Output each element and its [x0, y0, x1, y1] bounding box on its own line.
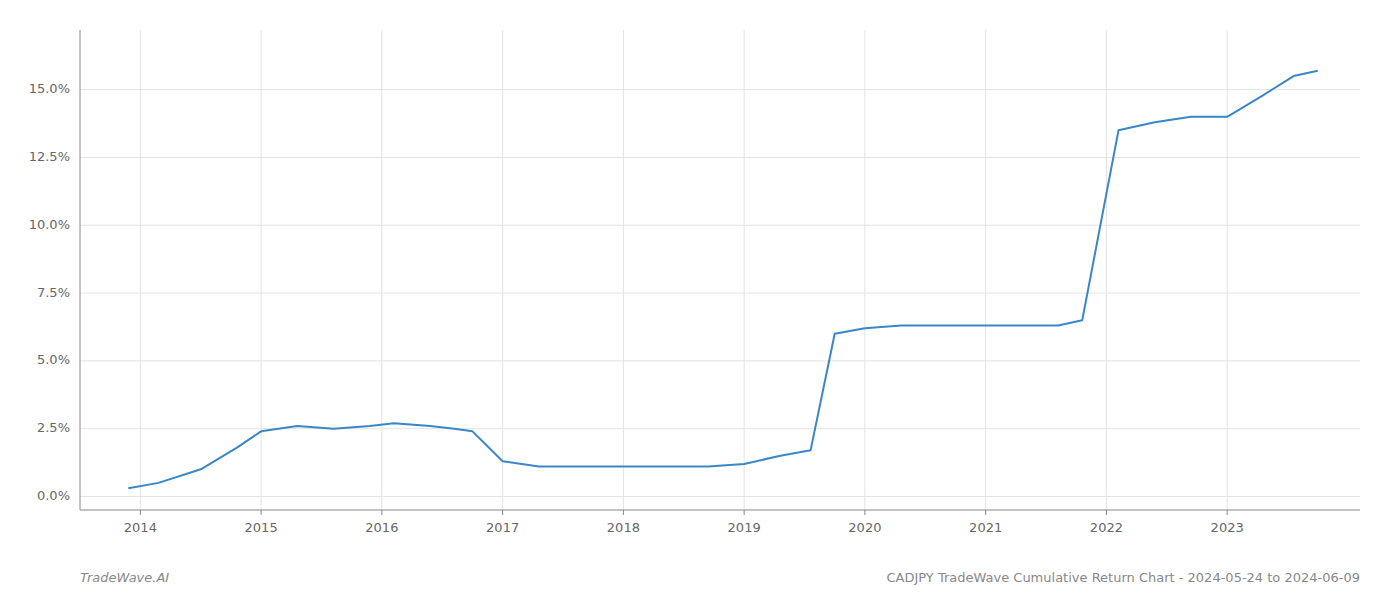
- x-grid-line: [985, 30, 986, 510]
- x-tick-label: 2016: [365, 520, 398, 535]
- x-tick-label: 2020: [848, 520, 881, 535]
- line: [128, 71, 1317, 489]
- y-tick-label: 2.5%: [37, 420, 70, 435]
- x-tick-mark: [985, 510, 986, 515]
- x-tick-label: 2023: [1211, 520, 1244, 535]
- y-grid-line: [80, 293, 1360, 294]
- y-grid-line: [80, 157, 1360, 158]
- y-axis-line: [80, 30, 81, 510]
- x-tick-mark: [1227, 510, 1228, 515]
- plot-area: [128, 71, 1317, 489]
- grid: [80, 30, 1360, 510]
- x-grid-line: [864, 30, 865, 510]
- y-grid-line: [80, 360, 1360, 361]
- y-tick-label: 12.5%: [29, 149, 70, 164]
- x-grid-line: [744, 30, 745, 510]
- x-tick-mark: [381, 510, 382, 515]
- x-tick-mark: [1106, 510, 1107, 515]
- x-tick-label: 2014: [124, 520, 157, 535]
- x-tick-mark: [864, 510, 865, 515]
- x-tick-mark: [744, 510, 745, 515]
- x-tick-mark: [261, 510, 262, 515]
- x-grid-line: [623, 30, 624, 510]
- axes: 0.0% 2.5% 5.0% 7.5% 10.0% 12.5% 15.0% 2014 2015 2…: [29, 30, 1360, 535]
- y-tick-label: 15.0%: [29, 81, 70, 96]
- x-tick-label: 2019: [728, 520, 761, 535]
- footer-left: TradeWave.AI: [80, 570, 169, 585]
- y-grid-line: [80, 89, 1360, 90]
- y-tick-label: 0.0%: [37, 488, 70, 503]
- x-tick-label: 2018: [607, 520, 640, 535]
- y-tick-label: 10.0%: [29, 217, 70, 232]
- x-grid-line: [140, 30, 141, 510]
- footer-right: CADJPY TradeWave Cumulative Return Chart…: [886, 570, 1360, 585]
- x-axis-line: [80, 510, 1360, 511]
- y-tick-label: 5.0%: [37, 352, 70, 367]
- x-grid-line: [502, 30, 503, 510]
- y-grid-line: [80, 496, 1360, 497]
- x-tick-label: 2021: [969, 520, 1002, 535]
- x-tick-label: 2015: [245, 520, 278, 535]
- x-grid-line: [1227, 30, 1228, 510]
- x-tick-label: 2017: [486, 520, 519, 535]
- y-tick-label: 7.5%: [37, 285, 70, 300]
- x-grid-line: [261, 30, 262, 510]
- x-grid-line: [381, 30, 382, 510]
- x-tick-label: 2022: [1090, 520, 1123, 535]
- x-tick-mark: [502, 510, 503, 515]
- x-tick-mark: [623, 510, 624, 515]
- x-tick-mark: [140, 510, 141, 515]
- y-grid-line: [80, 225, 1360, 226]
- chart: 0.0% 2.5% 5.0% 7.5% 10.0% 12.5% 15.0% 2014 2015 2…: [0, 0, 1400, 600]
- x-grid-line: [1106, 30, 1107, 510]
